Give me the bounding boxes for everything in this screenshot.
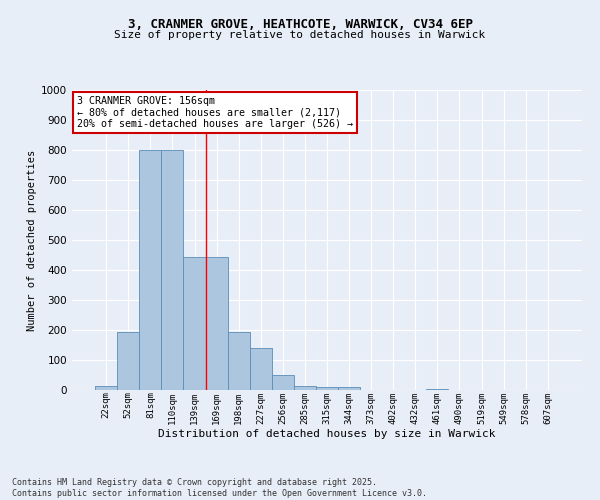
Bar xyxy=(95,386,117,390)
Bar xyxy=(427,388,448,390)
Bar xyxy=(338,387,360,390)
Bar xyxy=(139,150,161,390)
Bar xyxy=(294,386,316,390)
Y-axis label: Number of detached properties: Number of detached properties xyxy=(27,150,37,330)
Bar xyxy=(316,387,338,390)
Bar xyxy=(250,348,272,390)
Bar xyxy=(227,332,250,390)
Bar xyxy=(161,150,184,390)
Text: Size of property relative to detached houses in Warwick: Size of property relative to detached ho… xyxy=(115,30,485,40)
X-axis label: Distribution of detached houses by size in Warwick: Distribution of detached houses by size … xyxy=(158,429,496,439)
Bar xyxy=(206,256,227,390)
Text: Contains HM Land Registry data © Crown copyright and database right 2025.
Contai: Contains HM Land Registry data © Crown c… xyxy=(12,478,427,498)
Bar xyxy=(117,332,139,390)
Text: 3 CRANMER GROVE: 156sqm
← 80% of detached houses are smaller (2,117)
20% of semi: 3 CRANMER GROVE: 156sqm ← 80% of detache… xyxy=(77,96,353,129)
Bar xyxy=(184,256,206,390)
Text: 3, CRANMER GROVE, HEATHCOTE, WARWICK, CV34 6EP: 3, CRANMER GROVE, HEATHCOTE, WARWICK, CV… xyxy=(128,18,473,30)
Bar xyxy=(272,375,294,390)
